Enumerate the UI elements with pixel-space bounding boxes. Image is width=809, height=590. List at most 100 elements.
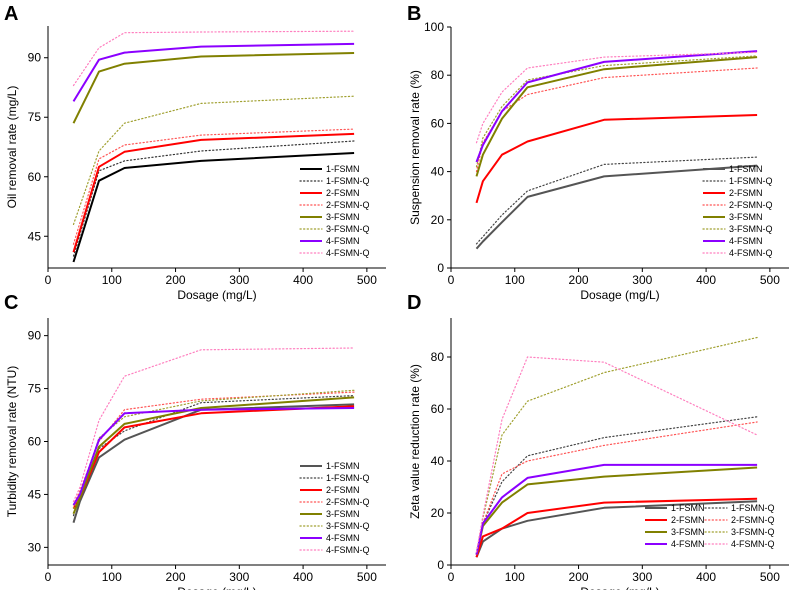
legend-label: 2-FSMN bbox=[326, 485, 360, 495]
legend-label: 2-FSMN-Q bbox=[326, 200, 370, 210]
legend-label: 3-FSMN bbox=[671, 527, 705, 537]
series-line-3-fsmn-q bbox=[72, 95, 355, 225]
x-tick-label: 100 bbox=[505, 273, 525, 287]
x-tick-label: 100 bbox=[102, 273, 122, 287]
legend-label: 3-FSMN bbox=[326, 509, 360, 519]
y-tick-label: 100 bbox=[424, 20, 444, 34]
x-tick-label: 0 bbox=[448, 570, 455, 584]
legend-label: 2-FSMN bbox=[729, 188, 763, 198]
series-line-3-fsmn bbox=[475, 56, 758, 177]
series-line-4-fsmn bbox=[72, 42, 355, 102]
y-tick-label: 20 bbox=[431, 506, 445, 520]
x-axis-title: Dosage (mg/L) bbox=[580, 288, 659, 302]
panel-letter: A bbox=[4, 3, 18, 25]
legend: 1-FSMN 1-FSMN-Q 2-FSMN 2-FSMN-Q 3-FSMN 3-FSMN… bbox=[299, 164, 370, 258]
series-line-1-fsmn bbox=[475, 500, 758, 558]
x-axis-title: Dosage (mg/L) bbox=[177, 288, 256, 302]
y-tick-label: 40 bbox=[431, 454, 445, 468]
panel-letter: C bbox=[4, 292, 18, 314]
legend-label: 4-FSMN bbox=[729, 236, 763, 246]
legend-label: 3-FSMN-Q bbox=[326, 521, 370, 531]
x-tick-label: 300 bbox=[229, 570, 249, 584]
y-tick-label: 60 bbox=[431, 402, 445, 416]
y-tick-label: 60 bbox=[431, 116, 445, 130]
series-line-2-fsmn-q bbox=[72, 391, 355, 506]
y-tick-label: 90 bbox=[28, 329, 42, 343]
legend-label: 1-FSMN bbox=[671, 503, 705, 513]
legend-label: 4-FSMN-Q bbox=[731, 539, 775, 549]
y-tick-label: 75 bbox=[28, 382, 42, 396]
legend-label: 2-FSMN-Q bbox=[729, 200, 773, 210]
legend: 1-FSMN 1-FSMN-Q 2-FSMN 2-FSMN-Q 3-FSMN 3-FSMN… bbox=[299, 461, 370, 555]
series-line-2-fsmn bbox=[475, 497, 758, 558]
legend: 1-FSMN 1-FSMN-Q 2-FSMN 2-FSMN-Q 3-FSMN 3-FSMN… bbox=[645, 503, 775, 549]
series-line-4-fsmn bbox=[475, 50, 758, 163]
legend-label: 1-FSMN-Q bbox=[729, 176, 773, 186]
x-tick-label: 400 bbox=[696, 570, 716, 584]
panel-letter: B bbox=[407, 3, 421, 25]
series-line-3-fsmn-q bbox=[475, 336, 758, 553]
y-tick-label: 20 bbox=[431, 213, 445, 227]
x-tick-label: 200 bbox=[166, 273, 186, 287]
y-tick-label: 30 bbox=[28, 540, 42, 554]
x-tick-label: 400 bbox=[696, 273, 716, 287]
x-tick-label: 0 bbox=[45, 570, 52, 584]
x-tick-label: 500 bbox=[357, 273, 377, 287]
series-line-1-fsmn-q bbox=[72, 140, 355, 257]
legend-label: 3-FSMN bbox=[729, 212, 763, 222]
legend-label: 4-FSMN-Q bbox=[326, 545, 370, 555]
chart-panel-c: C 0 100 200 300 400 500 30 45 60 75 90 Dosage (mg/L)… bbox=[4, 292, 386, 590]
y-axis-title: Turbidity removal rate (NTU) bbox=[5, 366, 19, 518]
series-line-4-fsmn-q bbox=[475, 356, 758, 553]
x-tick-label: 300 bbox=[632, 570, 652, 584]
legend-label: 1-FSMN-Q bbox=[326, 176, 370, 186]
series-line-4-fsmn-q bbox=[72, 347, 355, 503]
x-tick-label: 0 bbox=[448, 273, 455, 287]
legend-label: 2-FSMN-Q bbox=[326, 497, 370, 507]
y-tick-label: 75 bbox=[28, 110, 42, 124]
legend-label: 1-FSMN-Q bbox=[326, 473, 370, 483]
x-tick-label: 200 bbox=[569, 273, 589, 287]
x-axis-title: Dosage (mg/L) bbox=[177, 585, 256, 590]
legend-label: 1-FSMN-Q bbox=[731, 503, 775, 513]
y-tick-label: 90 bbox=[28, 51, 42, 65]
series-line-4-fsmn-q bbox=[72, 30, 355, 87]
series-line-1-fsmn bbox=[72, 152, 355, 263]
legend-label: 3-FSMN bbox=[326, 212, 360, 222]
legend-label: 4-FSMN bbox=[671, 539, 705, 549]
x-tick-label: 400 bbox=[293, 570, 313, 584]
x-tick-label: 0 bbox=[45, 273, 52, 287]
series-line-1-fsmn-q bbox=[475, 156, 758, 245]
legend-label: 2-FSMN bbox=[671, 515, 705, 525]
legend-label: 4-FSMN bbox=[326, 236, 360, 246]
legend-label: 1-FSMN bbox=[729, 164, 763, 174]
legend-label: 3-FSMN-Q bbox=[729, 224, 773, 234]
x-tick-label: 400 bbox=[293, 273, 313, 287]
x-tick-label: 500 bbox=[760, 570, 780, 584]
y-axis-title: Suspension removal rate (%) bbox=[408, 70, 422, 225]
x-tick-label: 300 bbox=[229, 273, 249, 287]
series-line-2-fsmn-q bbox=[72, 128, 355, 245]
y-tick-label: 60 bbox=[28, 435, 42, 449]
x-tick-label: 500 bbox=[357, 570, 377, 584]
legend-label: 4-FSMN-Q bbox=[326, 248, 370, 258]
chart-panel-a: A 0 100 200 300 400 500 45 60 75 90 Dosage (mg/L) Oi… bbox=[4, 3, 386, 302]
legend-label: 1-FSMN bbox=[326, 461, 360, 471]
legend-label: 1-FSMN bbox=[326, 164, 360, 174]
series-line-1-fsmn bbox=[475, 164, 758, 250]
x-tick-label: 100 bbox=[505, 570, 525, 584]
y-tick-label: 40 bbox=[431, 165, 445, 179]
series-line-4-fsmn-q bbox=[475, 51, 758, 144]
x-tick-label: 500 bbox=[760, 273, 780, 287]
y-tick-label: 0 bbox=[437, 558, 444, 572]
legend-label: 3-FSMN-Q bbox=[731, 527, 775, 537]
y-tick-label: 80 bbox=[431, 350, 445, 364]
series-line-2-fsmn-q bbox=[475, 421, 758, 556]
series-line-3-fsmn-q bbox=[475, 55, 758, 168]
legend-label: 4-FSMN-Q bbox=[729, 248, 773, 258]
series-line-3-fsmn bbox=[72, 52, 355, 124]
chart-panel-b: B 0 100 200 300 400 500 0 20 40 60 80 100 Dosage (mg/… bbox=[407, 3, 789, 302]
series-line-2-fsmn bbox=[475, 114, 758, 204]
y-tick-label: 45 bbox=[28, 229, 42, 243]
